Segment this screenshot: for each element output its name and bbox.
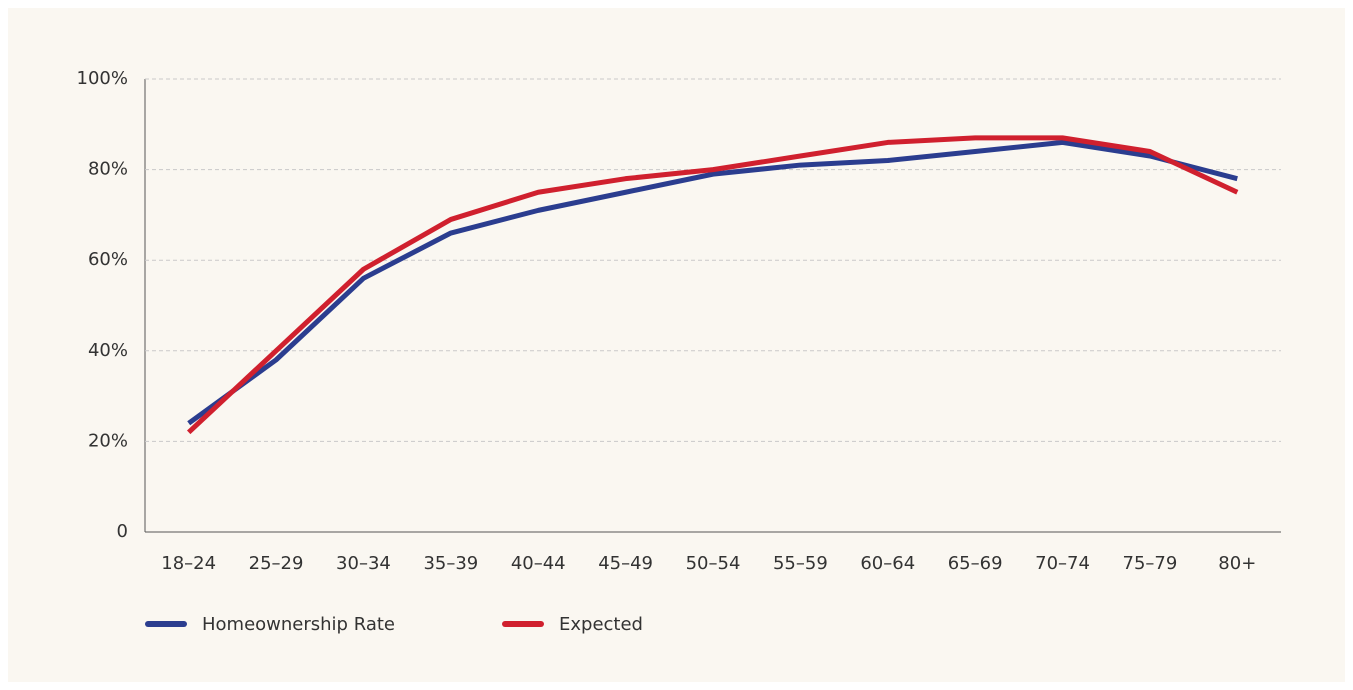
y-tick-label: 0 (117, 521, 128, 542)
x-tick-label: 45–49 (598, 553, 653, 574)
x-tick-label: 40–44 (511, 553, 566, 574)
x-tick-label: 35–39 (423, 553, 478, 574)
y-tick-label: 40% (88, 340, 128, 361)
x-tick-label: 25–29 (249, 553, 304, 574)
legend-label: Homeownership Rate (202, 614, 395, 635)
x-tick-label: 50–54 (686, 553, 741, 574)
legend-label: Expected (559, 614, 643, 635)
y-tick-label: 20% (88, 430, 128, 451)
series-line (186, 135, 1239, 435)
x-tick-label: 80+ (1218, 553, 1256, 574)
series-line (187, 139, 1238, 426)
x-tick-label: 55–59 (773, 553, 828, 574)
x-tick-label: 65–69 (948, 553, 1003, 574)
chart-card (8, 8, 1345, 682)
y-tick-label: 80% (88, 159, 128, 180)
x-tick-label: 70–74 (1035, 553, 1090, 574)
x-tick-label: 60–64 (860, 553, 915, 574)
x-tick-label: 75–79 (1123, 553, 1178, 574)
y-tick-label: 60% (88, 249, 128, 270)
x-tick-label: 30–34 (336, 553, 391, 574)
x-tick-label: 18–24 (161, 553, 216, 574)
y-tick-label: 100% (77, 68, 128, 89)
